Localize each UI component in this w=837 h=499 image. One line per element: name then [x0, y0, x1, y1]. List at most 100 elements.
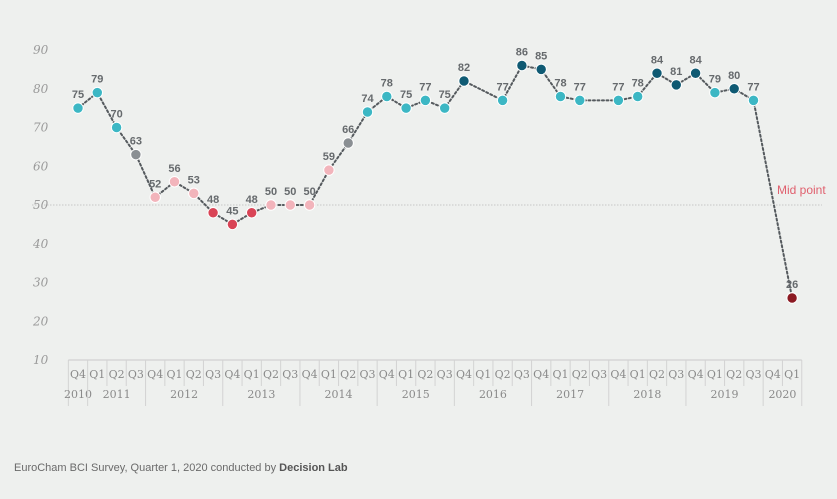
- data-point: [651, 67, 663, 79]
- data-label: 84: [651, 54, 664, 66]
- quarter-tick-label: Q4: [147, 368, 163, 381]
- y-tick-label: 40: [32, 237, 49, 251]
- data-point: [632, 90, 644, 103]
- data-point: [728, 83, 740, 95]
- year-tick-label: 2014: [325, 388, 353, 401]
- quarter-tick-label: Q3: [359, 368, 375, 381]
- data-label: 48: [246, 194, 258, 206]
- quarter-tick-label: Q4: [456, 368, 472, 381]
- data-point: [381, 90, 393, 103]
- data-point: [323, 164, 335, 176]
- data-label: 77: [574, 81, 586, 93]
- data-label: 50: [265, 186, 277, 198]
- year-tick-label: 2010: [64, 388, 92, 401]
- quarter-tick-label: Q3: [128, 368, 144, 381]
- data-point: [400, 102, 412, 114]
- data-label: 56: [168, 163, 180, 175]
- data-point: [496, 94, 509, 107]
- quarter-tick-label: Q4: [379, 368, 395, 381]
- quarter-tick-label: Q4: [70, 368, 86, 381]
- data-point: [419, 94, 432, 107]
- data-label: 77: [612, 81, 624, 93]
- year-tick-label: 2018: [633, 388, 661, 401]
- quarter-tick-label: Q1: [321, 368, 337, 381]
- year-tick-label: 2019: [711, 388, 739, 401]
- y-tick-label: 50: [33, 198, 49, 212]
- year-tick-label: 2016: [479, 388, 507, 401]
- quarter-tick-label: Q2: [572, 368, 588, 381]
- data-label: 45: [226, 205, 238, 217]
- data-point: [439, 102, 451, 114]
- data-label: 84: [689, 54, 702, 66]
- quarter-tick-label: Q1: [89, 368, 105, 381]
- y-tick-label: 10: [33, 353, 49, 367]
- quarter-tick-label: Q4: [533, 368, 549, 381]
- year-tick-label: 2013: [247, 388, 275, 401]
- data-label: 66: [342, 124, 354, 136]
- quarter-tick-label: Q3: [745, 368, 761, 381]
- quarter-tick-label: Q4: [302, 368, 318, 381]
- data-label: 78: [632, 78, 644, 90]
- data-point: [361, 106, 374, 118]
- data-label: 78: [554, 78, 566, 90]
- data-label: 74: [361, 93, 374, 105]
- quarter-tick-label: Q3: [514, 368, 530, 381]
- data-label: 82: [458, 62, 470, 74]
- data-point: [72, 102, 84, 114]
- data-label: 80: [728, 70, 740, 82]
- data-point: [709, 86, 721, 99]
- data-label: 70: [110, 109, 122, 121]
- data-point: [265, 199, 277, 211]
- data-point: [458, 75, 470, 87]
- quarter-tick-label: Q3: [205, 368, 221, 381]
- quarter-tick-label: Q2: [649, 368, 665, 381]
- quarter-tick-label: Q1: [244, 368, 260, 381]
- quarter-tick-label: Q1: [475, 368, 491, 381]
- y-tick-label: 70: [33, 121, 49, 135]
- data-point: [574, 94, 586, 107]
- y-tick-label: 90: [33, 43, 49, 57]
- quarter-tick-label: Q4: [224, 368, 240, 381]
- quarter-tick-label: Q1: [166, 368, 182, 381]
- data-label: 26: [786, 279, 798, 291]
- data-point: [342, 137, 354, 149]
- data-point: [535, 63, 547, 76]
- data-point: [246, 207, 258, 219]
- data-label: 75: [400, 89, 412, 101]
- data-point: [747, 94, 760, 107]
- quarter-tick-label: Q2: [417, 368, 433, 381]
- quarter-tick-label: Q1: [552, 368, 568, 381]
- data-point: [284, 199, 296, 211]
- quarter-tick-label: Q2: [186, 368, 202, 381]
- y-tick-label: 30: [33, 276, 49, 290]
- data-label: 77: [496, 81, 508, 93]
- data-label: 52: [149, 178, 161, 190]
- data-label: 75: [72, 89, 84, 101]
- data-label: 50: [284, 186, 296, 198]
- data-label: 79: [709, 74, 721, 86]
- quarter-tick-label: Q2: [263, 368, 279, 381]
- quarter-tick-label: Q1: [398, 368, 414, 381]
- data-label: 48: [207, 194, 219, 206]
- data-point: [689, 67, 702, 79]
- y-tick-label: 20: [32, 314, 49, 328]
- data-point: [226, 218, 239, 231]
- data-label: 77: [419, 81, 431, 93]
- quarter-tick-label: Q2: [726, 368, 742, 381]
- data-point: [612, 94, 625, 107]
- data-point: [130, 148, 142, 161]
- data-point: [188, 187, 200, 200]
- data-label: 77: [747, 81, 759, 93]
- data-point: [786, 292, 798, 304]
- footer-emphasis: Decision Lab: [279, 462, 348, 474]
- quarter-tick-label: Q2: [109, 368, 125, 381]
- data-point: [91, 86, 104, 99]
- data-point: [149, 191, 161, 203]
- quarter-tick-label: Q3: [591, 368, 607, 381]
- data-label: 63: [130, 136, 142, 148]
- quarter-tick-label: Q1: [784, 368, 800, 381]
- quarter-tick-label: Q4: [765, 368, 781, 381]
- year-tick-label: 2011: [103, 388, 131, 401]
